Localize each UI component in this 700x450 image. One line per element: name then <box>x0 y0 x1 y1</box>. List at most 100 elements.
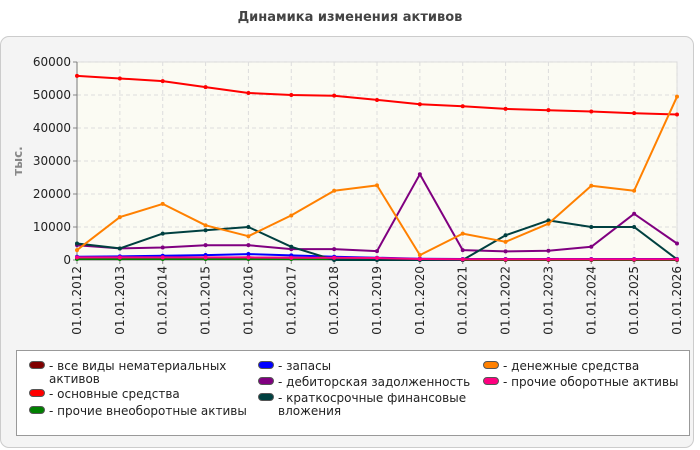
x-tick-label: 01.01.2025 <box>627 266 641 335</box>
x-tick-label: 01.01.2021 <box>456 266 470 335</box>
series-point-4 <box>203 243 208 248</box>
legend-swatch <box>483 361 499 369</box>
series-point-4 <box>675 241 679 246</box>
series-point-5 <box>289 244 294 249</box>
series-point-5 <box>589 225 594 229</box>
series-point-7 <box>246 255 251 260</box>
y-tick-label: 0 <box>63 253 71 267</box>
series-point-6 <box>160 201 165 206</box>
series-point-6 <box>117 215 122 220</box>
series-point-6 <box>203 223 208 228</box>
series-point-5 <box>632 225 637 229</box>
series-point-5 <box>160 231 165 236</box>
legend-label: - денежные средства <box>503 359 640 373</box>
series-point-4 <box>160 245 165 250</box>
series-point-1 <box>160 79 165 84</box>
series-point-5 <box>503 233 508 238</box>
series-point-7 <box>546 257 551 262</box>
series-point-3 <box>246 252 251 257</box>
series-point-4 <box>589 244 594 249</box>
series-point-7 <box>289 255 294 260</box>
x-tick-label: 01.01.2012 <box>70 266 84 335</box>
series-point-1 <box>375 97 379 102</box>
y-tick-label: 30000 <box>33 154 71 168</box>
legend-label: - краткосрочные финансовые вложения <box>278 391 467 418</box>
series-point-7 <box>589 257 594 262</box>
legend: - все виды нематериальных активов - осно… <box>16 350 690 436</box>
x-tick-label: 01.01.2014 <box>156 266 170 335</box>
series-point-7 <box>203 255 208 260</box>
series-point-7 <box>675 257 679 262</box>
legend-swatch <box>29 389 45 397</box>
x-tick-label: 01.01.2019 <box>370 266 384 335</box>
series-point-1 <box>417 102 422 107</box>
series-point-6 <box>417 253 422 258</box>
series-point-7 <box>632 257 637 262</box>
series-point-1 <box>589 109 594 114</box>
x-tick-label: 01.01.2018 <box>327 266 341 335</box>
series-point-4 <box>332 247 337 252</box>
y-axis-label: тыс. <box>11 146 25 175</box>
series-point-7 <box>160 255 165 260</box>
series-point-7 <box>460 257 465 262</box>
series-point-1 <box>460 104 465 109</box>
series-point-6 <box>546 221 551 226</box>
series-point-7 <box>375 256 379 261</box>
legend-label: - все виды нематериальных активов <box>49 359 227 386</box>
legend-label: - основные средства <box>49 387 180 401</box>
legend-label: - прочие внеоборотные активы <box>49 404 247 418</box>
series-point-1 <box>675 112 679 117</box>
legend-swatch <box>258 377 274 385</box>
x-tick-label: 01.01.2024 <box>584 266 598 335</box>
series-point-6 <box>632 188 637 193</box>
legend-swatch <box>29 361 45 369</box>
y-tick-label: 10000 <box>33 220 71 234</box>
series-point-4 <box>503 249 508 254</box>
y-tick-label: 50000 <box>33 88 71 102</box>
series-point-6 <box>503 239 508 244</box>
series-point-7 <box>332 255 337 260</box>
series-point-1 <box>75 73 79 78</box>
series-point-4 <box>632 211 637 216</box>
series-point-5 <box>546 218 551 223</box>
legend-swatch <box>483 377 499 385</box>
series-point-1 <box>332 93 337 98</box>
legend-swatch <box>258 361 274 369</box>
chart-title: Динамика изменения активов <box>237 10 463 25</box>
y-tick-label: 40000 <box>33 121 71 135</box>
series-point-4 <box>460 248 465 253</box>
series-point-5 <box>117 246 122 251</box>
x-tick-label: 01.01.2013 <box>113 266 127 335</box>
series-point-5 <box>75 241 79 246</box>
series-point-6 <box>75 248 79 253</box>
series-point-4 <box>246 243 251 248</box>
series-point-5 <box>246 225 251 229</box>
series-point-4 <box>375 249 379 254</box>
series-point-1 <box>503 106 508 111</box>
legend-swatch <box>29 406 45 414</box>
series-point-4 <box>546 248 551 253</box>
series-point-1 <box>203 85 208 90</box>
series-point-1 <box>117 76 122 81</box>
series-point-1 <box>289 93 294 97</box>
series-point-1 <box>246 91 251 96</box>
y-tick-label: 60000 <box>33 55 71 69</box>
series-point-6 <box>375 183 379 188</box>
x-tick-label: 01.01.2020 <box>413 266 427 335</box>
series-point-1 <box>546 108 551 113</box>
x-tick-label: 01.01.2015 <box>199 266 213 335</box>
legend-label: - прочие оборотные активы <box>503 375 679 389</box>
series-point-6 <box>589 183 594 188</box>
x-tick-label: 01.01.2023 <box>541 266 555 335</box>
legend-label: - дебиторская задолженность <box>278 375 471 389</box>
series-point-7 <box>75 255 79 260</box>
series-point-4 <box>417 172 422 177</box>
y-tick-label: 20000 <box>33 187 71 201</box>
series-point-5 <box>203 228 208 233</box>
x-tick-label: 01.01.2017 <box>284 266 298 335</box>
series-point-7 <box>503 257 508 262</box>
series-point-7 <box>417 257 422 262</box>
x-tick-label: 01.01.2022 <box>499 266 513 335</box>
